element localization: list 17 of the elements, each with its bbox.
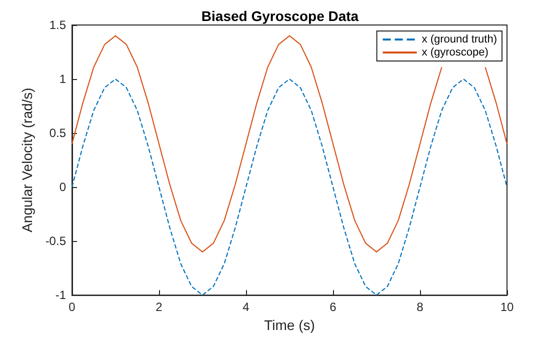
y-tick-label: 1 xyxy=(59,72,66,86)
y-tick-label: 0.5 xyxy=(49,126,66,140)
legend-label: x (gyroscope) xyxy=(422,46,488,58)
y-tick-label: 1.5 xyxy=(49,18,66,32)
x-tick-label: 4 xyxy=(242,300,250,314)
legend-label: x (ground truth) xyxy=(422,34,497,46)
x-tick-label: 8 xyxy=(416,300,424,314)
y-tick-label: -1 xyxy=(55,288,66,302)
x-tick-label: 6 xyxy=(330,300,337,314)
y-axis-title: Angular Velocity (rad/s) xyxy=(19,88,35,232)
y-tick-label: -0.5 xyxy=(45,234,66,248)
y-tick-label: 0 xyxy=(59,180,66,194)
chart-title: Biased Gyroscope Data xyxy=(201,8,359,24)
x-tick-label: 0 xyxy=(68,300,76,314)
x-tick-label: 2 xyxy=(156,300,163,314)
x-tick-label: 10 xyxy=(500,300,514,314)
x-axis-title: Time (s) xyxy=(264,317,315,333)
